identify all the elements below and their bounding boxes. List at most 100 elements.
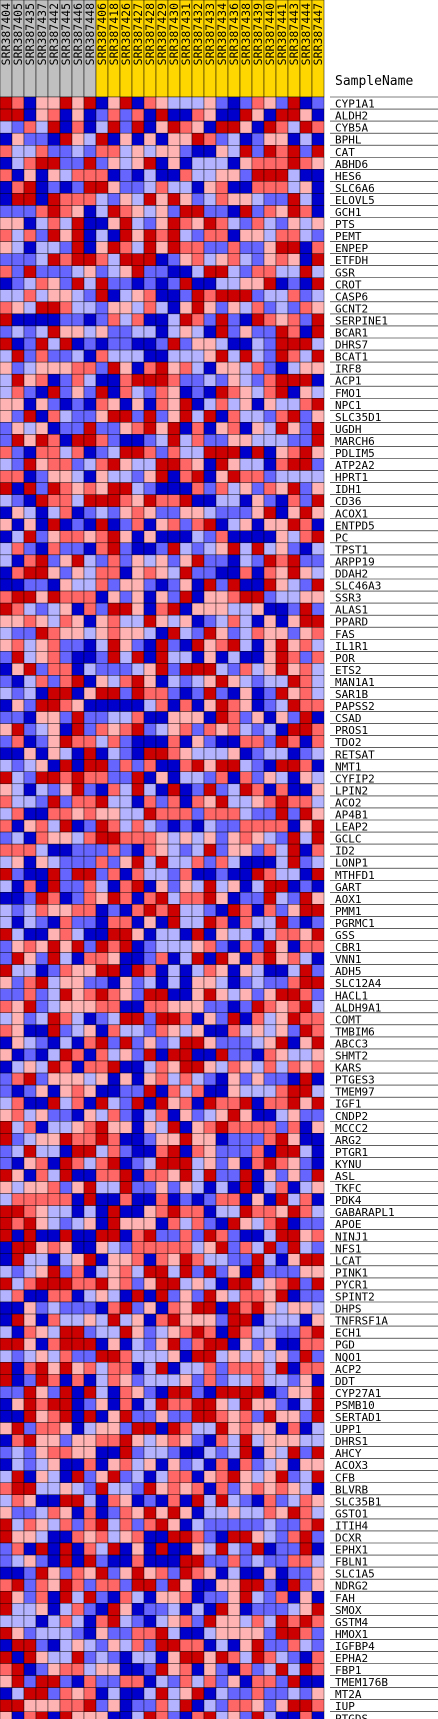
heatmap-cell [228,1603,240,1615]
heatmap-cell [168,459,180,471]
heatmap-cell [204,700,216,712]
heatmap-cell [96,1182,108,1194]
heatmap-cell [108,362,120,374]
heatmap-cell [24,712,36,724]
heatmap-cell [72,953,84,965]
heatmap-cell [120,410,132,422]
heatmap-cell [276,760,288,772]
heatmap-cell [276,675,288,687]
heatmap-cell [216,1230,228,1242]
heatmap-cell [24,1302,36,1314]
heatmap-cell [132,1350,144,1362]
heatmap-cell [168,615,180,627]
heatmap-cell [264,1555,276,1567]
heatmap-cell [312,1073,324,1085]
heatmap-cell [36,1495,48,1507]
heatmap-cell [12,1447,24,1459]
heatmap-cell [156,1314,168,1326]
heatmap-cell [120,1001,132,1013]
heatmap-cell [252,1073,264,1085]
heatmap-cell [24,675,36,687]
heatmap-cell [48,1386,60,1398]
heatmap-cell [156,386,168,398]
heatmap-cell [132,808,144,820]
heatmap-cell [132,941,144,953]
heatmap-cell [252,459,264,471]
heatmap-cell [12,1543,24,1555]
gene-label: PINK1 [335,1266,368,1279]
heatmap-cell [252,1194,264,1206]
heatmap-cell [24,1519,36,1531]
heatmap-cell [108,567,120,579]
heatmap-cell [108,1459,120,1471]
heatmap-cell [300,687,312,699]
heatmap-cell [144,868,156,880]
heatmap-cell [132,495,144,507]
heatmap-cell [216,880,228,892]
heatmap-cell [264,687,276,699]
heatmap-cell [192,1362,204,1374]
heatmap-cell [204,1567,216,1579]
heatmap-cell [72,531,84,543]
heatmap-cell [144,977,156,989]
heatmap-cell [12,1350,24,1362]
heatmap-cell [72,1519,84,1531]
gene-label: MT2A [335,1688,362,1701]
heatmap-cell [120,1013,132,1025]
heatmap-cell [0,1085,12,1097]
heatmap-cell [252,1483,264,1495]
heatmap-cell [288,1061,300,1073]
heatmap-cell [156,675,168,687]
heatmap-cell [240,1374,252,1386]
heatmap-cell [264,1603,276,1615]
heatmap-cell [60,543,72,555]
heatmap-cell [108,1278,120,1290]
heatmap-cell [12,1398,24,1410]
heatmap-cell [252,1218,264,1230]
heatmap-cell [0,1049,12,1061]
heatmap-cell [228,230,240,242]
heatmap-cell [108,675,120,687]
heatmap-cell [168,1169,180,1181]
heatmap-cell [0,808,12,820]
heatmap-cell [276,1037,288,1049]
heatmap-cell [120,133,132,145]
heatmap-cell [276,507,288,519]
heatmap-cell [24,1206,36,1218]
heatmap-cell [60,531,72,543]
heatmap-cell [36,1676,48,1688]
heatmap-cell [24,1194,36,1206]
heatmap-cell [48,567,60,579]
heatmap-cell [24,892,36,904]
heatmap-cell [204,627,216,639]
heatmap-cell [168,1290,180,1302]
heatmap-cell [264,1676,276,1688]
heatmap-cell [60,1362,72,1374]
heatmap-cell [300,880,312,892]
heatmap-cell [312,1495,324,1507]
heatmap-cell [264,1314,276,1326]
heatmap-cell [48,796,60,808]
gene-label: SLC35D1 [335,411,381,424]
heatmap-cell [108,1013,120,1025]
heatmap-cell [228,1278,240,1290]
gene-label: PC [335,531,348,544]
heatmap-cell [312,603,324,615]
heatmap-cell [192,663,204,675]
heatmap-cell [288,856,300,868]
heatmap-cell [204,892,216,904]
heatmap-cell [0,1543,12,1555]
heatmap-cell [252,314,264,326]
heatmap-cell [24,326,36,338]
heatmap-cell [36,712,48,724]
gene-label: ACP2 [335,1363,362,1376]
heatmap-cell [96,675,108,687]
heatmap-cell [180,856,192,868]
heatmap-cell [264,1639,276,1651]
heatmap-cell [36,748,48,760]
heatmap-cell [144,844,156,856]
heatmap-cell [0,928,12,940]
heatmap-cell [84,109,96,121]
heatmap-cell [228,1567,240,1579]
heatmap-cell [96,1326,108,1338]
